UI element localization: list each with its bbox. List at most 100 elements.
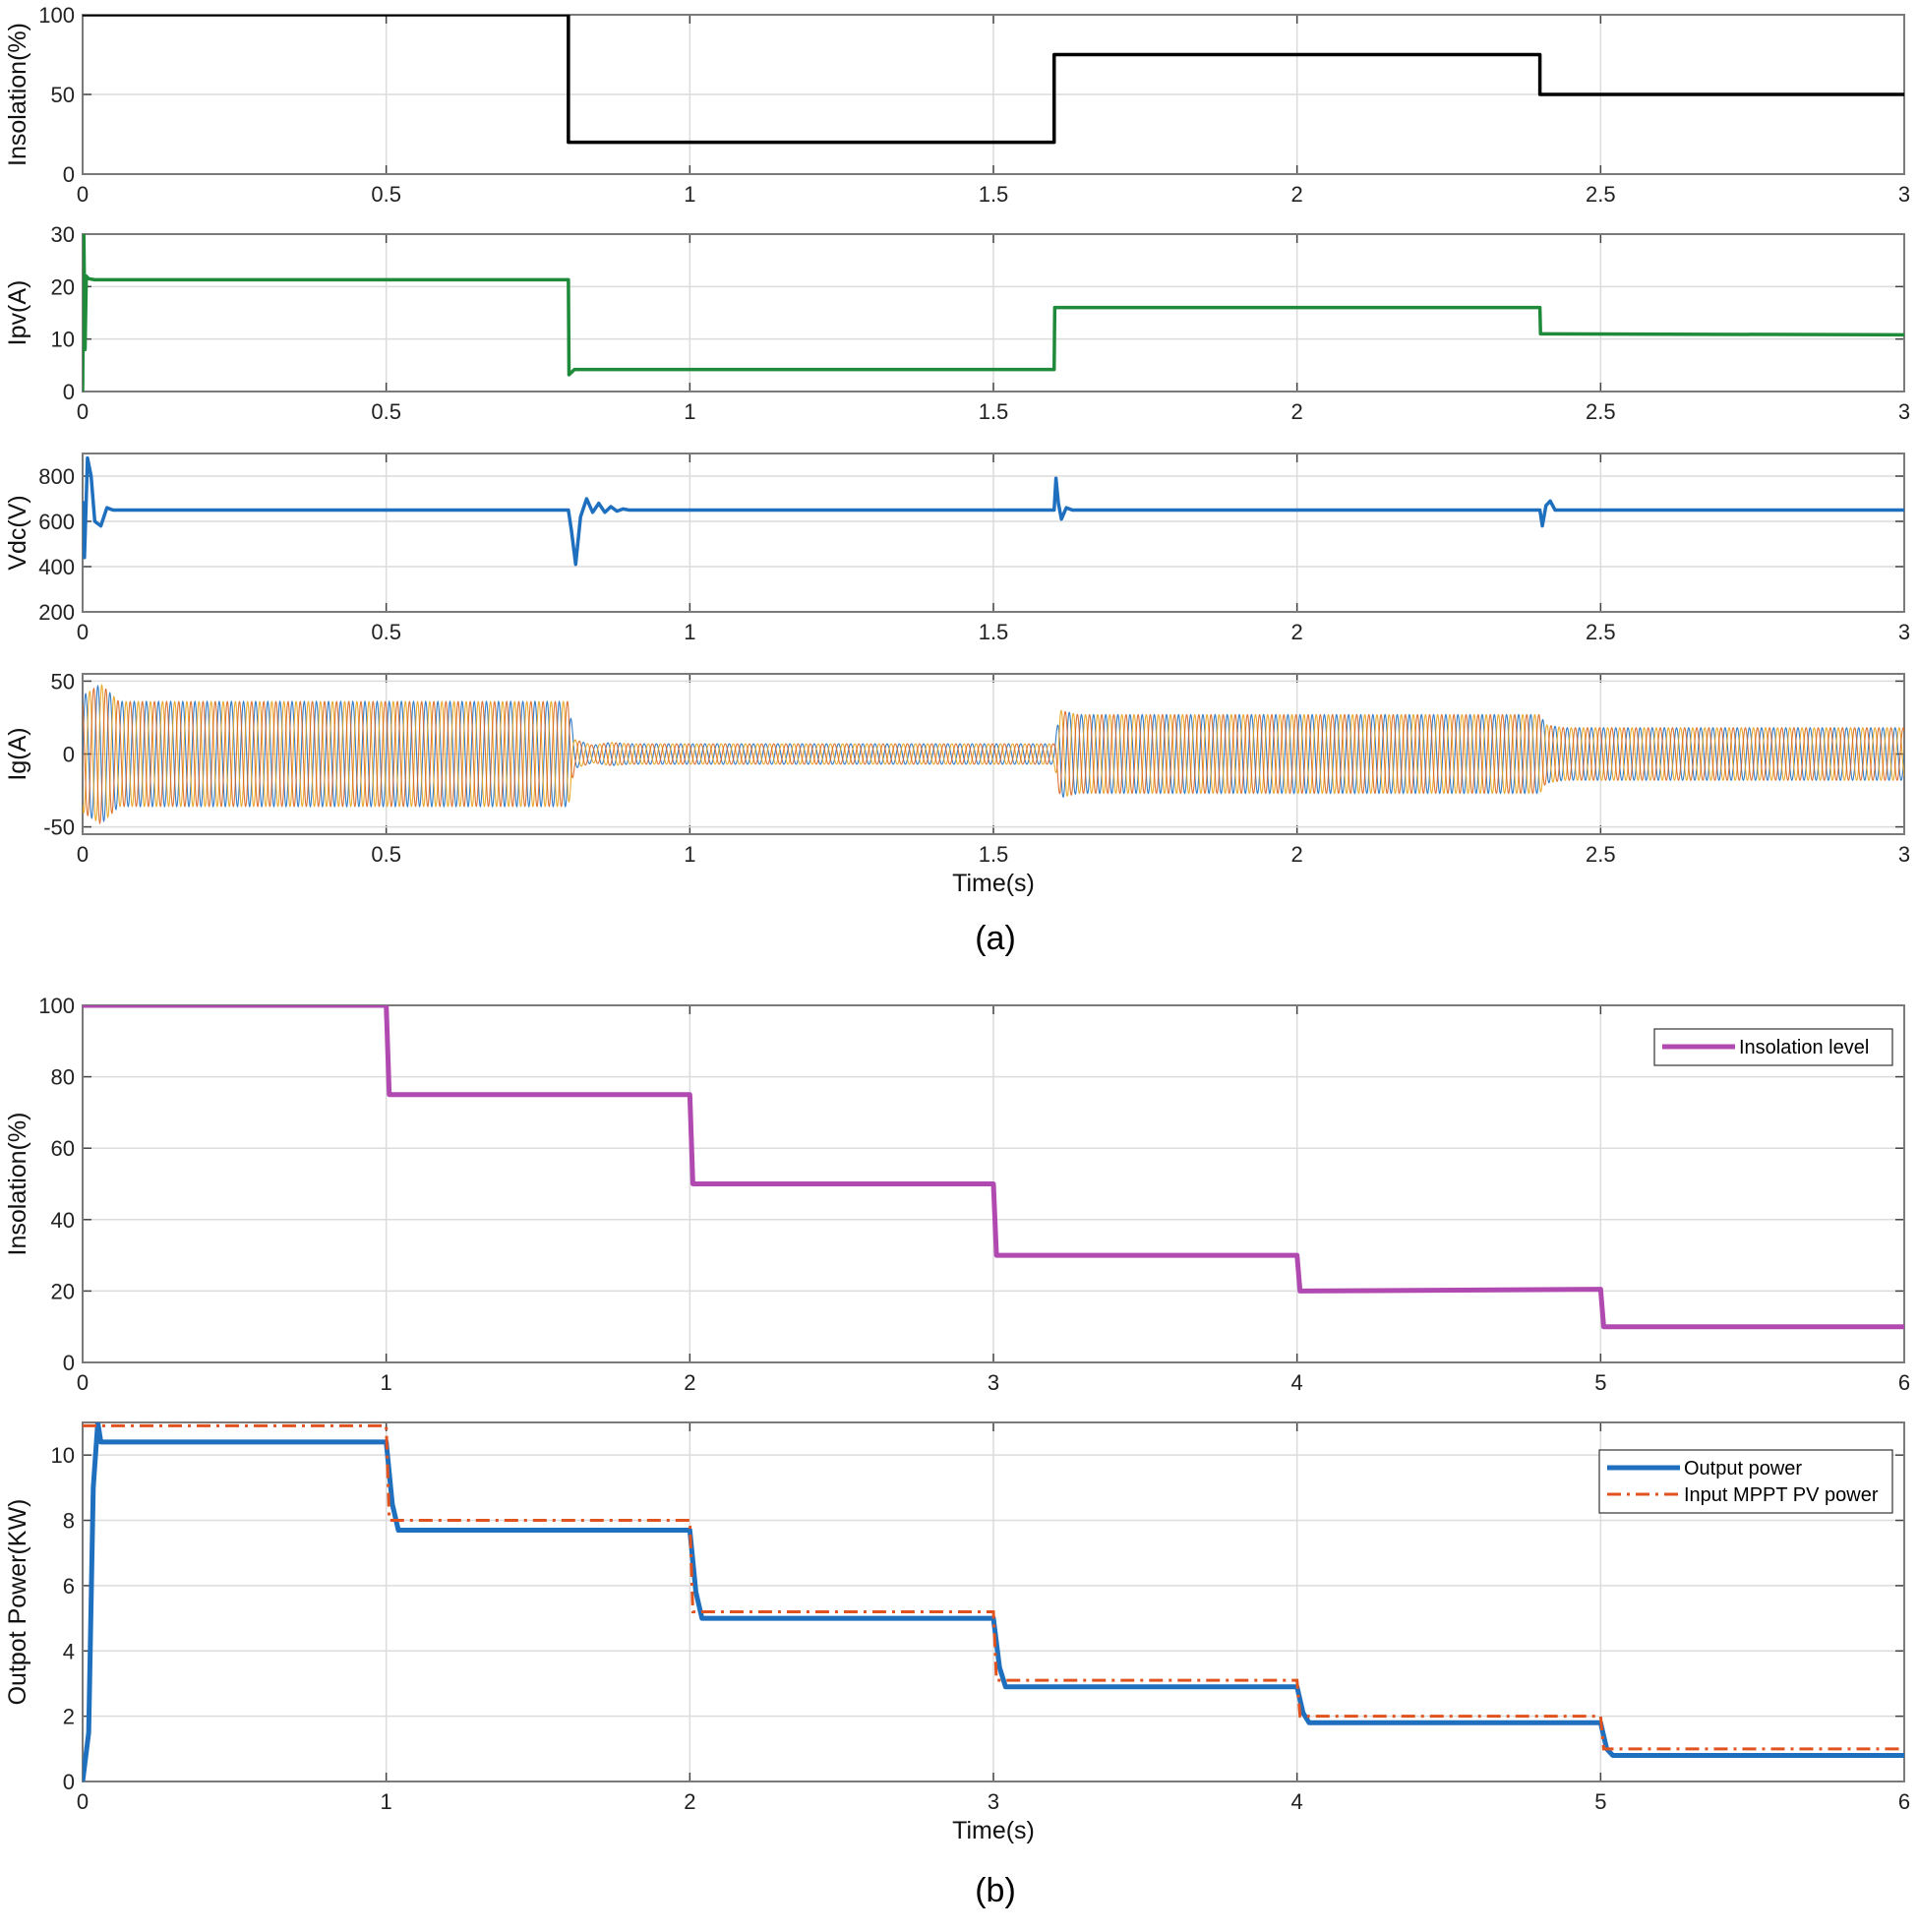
x-tick-label: 3 [1898,842,1910,867]
y-tick-label: 40 [51,1208,75,1233]
x-axis-label: Time(s) [952,1817,1035,1844]
y-tick-label: 10 [51,1443,75,1468]
y-axis-label: Ig(A) [4,727,31,780]
x-axis-label: Time(s) [952,870,1035,897]
y-tick-label: 20 [51,1279,75,1303]
x-tick-label: 1.5 [979,182,1009,207]
series-line-ipv [83,234,1904,392]
y-axis-label: Outpot Power(KW) [4,1499,31,1706]
ig-phase-line [83,683,1904,821]
y-tick-label: 0 [63,162,75,187]
series-line-insolation [83,15,1904,145]
y-tick-label: 2 [63,1705,75,1729]
legend-label: Output power [1684,1458,1802,1479]
y-tick-label: 800 [38,464,75,489]
y-tick-label: 600 [38,510,75,534]
chart-a1: 0 0.5 1 1.5 2 2.5 3 0 50 100 Insolation(%) [4,3,1910,207]
y-axis-label: Insolation(%) [4,1113,31,1256]
legend-label: Insolation level [1739,1037,1869,1058]
y-tick-label: 100 [38,994,75,1018]
y-axis-label: Ipv(A) [4,280,31,346]
x-tick-label: 0 [77,842,89,867]
legend-label: Input MPPT PV power [1684,1484,1879,1506]
plot-frame [82,1421,1905,1782]
x-tick-label: 3 [1898,182,1910,207]
x-tick-label: 3 [988,1789,999,1814]
legend: Insolation level [1653,1028,1893,1066]
x-tick-label: 6 [1898,1789,1910,1814]
x-tick-label: 1 [684,620,695,644]
caption-a: (a) [975,920,1016,957]
y-tick-label: 0 [63,380,75,404]
x-tick-label: 6 [1898,1370,1910,1395]
y-tick-label: 30 [51,222,75,247]
y-tick-label: -50 [43,815,75,840]
legend: Output power Input MPPT PV power [1598,1449,1893,1514]
x-tick-label: 1.5 [979,842,1009,867]
x-tick-label: 0.5 [371,842,401,867]
x-tick-label: 3 [1898,620,1910,644]
x-tick-label: 3 [1898,399,1910,424]
y-tick-label: 10 [51,328,75,352]
chart-a3: 0 0.5 1 1.5 2 2.5 3 200 400 600 800 Vdc(V) [4,453,1910,644]
y-tick-label: 0 [63,1770,75,1794]
y-tick-label: 50 [51,83,75,107]
y-tick-label: 400 [38,555,75,579]
chart-b1: 0 1 2 3 4 5 6020406080100Insolation(%)Insolati… [4,994,1910,1395]
series-line-vdc [83,455,1904,567]
x-tick-label: 0.5 [371,399,401,424]
x-tick-label: 4 [1291,1789,1303,1814]
y-tick-label: 200 [38,600,75,625]
y-tick-label: 0 [63,1351,75,1375]
series-line-insolation-level [83,1005,1904,1330]
plot-frame [82,1004,1905,1363]
series-layer [83,1422,1904,1781]
x-tick-label: 2.5 [1586,182,1616,207]
x-tick-label: 0 [77,620,89,644]
ig-phase-line [83,684,1904,823]
x-tick-label: 0.5 [371,620,401,644]
x-tick-label: 1 [684,842,695,867]
ig-phase-line [83,687,1904,825]
series-layer [83,15,1904,145]
x-tick-label: 1 [381,1789,392,1814]
y-tick-label: 6 [63,1574,75,1599]
x-tick-label: 0 [77,182,89,207]
x-tick-label: 2.5 [1586,399,1616,424]
x-tick-label: 3 [988,1370,999,1395]
y-axis-label: Insolation(%) [4,23,31,166]
series-layer [83,683,1904,825]
y-tick-label: 60 [51,1136,75,1161]
x-tick-label: 1.5 [979,399,1009,424]
x-tick-label: 2 [1291,182,1303,207]
series-line-output-power [83,1422,1904,1781]
y-tick-label: 8 [63,1509,75,1534]
legend-box [1598,1449,1893,1514]
y-tick-label: 4 [63,1639,75,1663]
series-line-input-mppt-pv-power [83,1423,1904,1751]
series-layer [83,234,1904,392]
x-tick-label: 4 [1291,1370,1303,1395]
caption-b: (b) [975,1872,1016,1909]
x-tick-label: 0.5 [371,182,401,207]
x-tick-label: 1 [381,1370,392,1395]
chart-b2: 0 1 2 3 4 5 6 0 2 4 6 8 10 Outpot Power(KW) Time(s) Out… [4,1421,1910,1844]
x-tick-label: 1 [684,182,695,207]
x-tick-label: 0 [77,399,89,424]
y-tick-label: 80 [51,1065,75,1090]
series-layer [83,1005,1904,1330]
series-layer [83,455,1904,567]
x-tick-label: 2 [1291,399,1303,424]
y-tick-label: 0 [63,743,75,767]
y-axis-label: Vdc(V) [4,495,31,570]
y-tick-label: 50 [51,669,75,694]
y-tick-label: 100 [38,3,75,28]
x-tick-label: 2.5 [1586,620,1616,644]
x-tick-label: 2 [1291,620,1303,644]
x-tick-label: 2 [684,1370,695,1395]
x-tick-label: 1 [684,399,695,424]
x-tick-label: 0 [77,1789,89,1814]
x-tick-label: 2.5 [1586,842,1616,867]
